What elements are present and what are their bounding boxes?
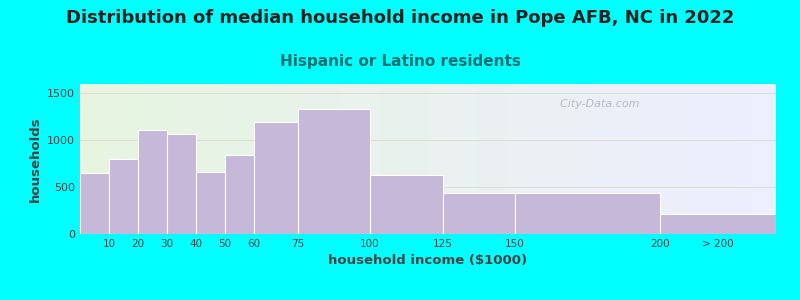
Bar xyxy=(370,176,442,234)
X-axis label: household income ($1000): household income ($1000) xyxy=(329,254,527,267)
Bar xyxy=(80,173,109,234)
Bar xyxy=(254,122,298,234)
Bar xyxy=(109,159,138,234)
Y-axis label: households: households xyxy=(29,116,42,202)
Bar xyxy=(442,193,515,234)
Text: Hispanic or Latino residents: Hispanic or Latino residents xyxy=(279,54,521,69)
Bar xyxy=(167,134,196,234)
Bar xyxy=(660,214,776,234)
Bar xyxy=(298,109,370,234)
Bar xyxy=(515,193,660,234)
Bar xyxy=(138,130,167,234)
Text: City-Data.com: City-Data.com xyxy=(554,99,640,109)
Bar xyxy=(196,172,225,234)
Text: Distribution of median household income in Pope AFB, NC in 2022: Distribution of median household income … xyxy=(66,9,734,27)
Bar xyxy=(225,155,254,234)
